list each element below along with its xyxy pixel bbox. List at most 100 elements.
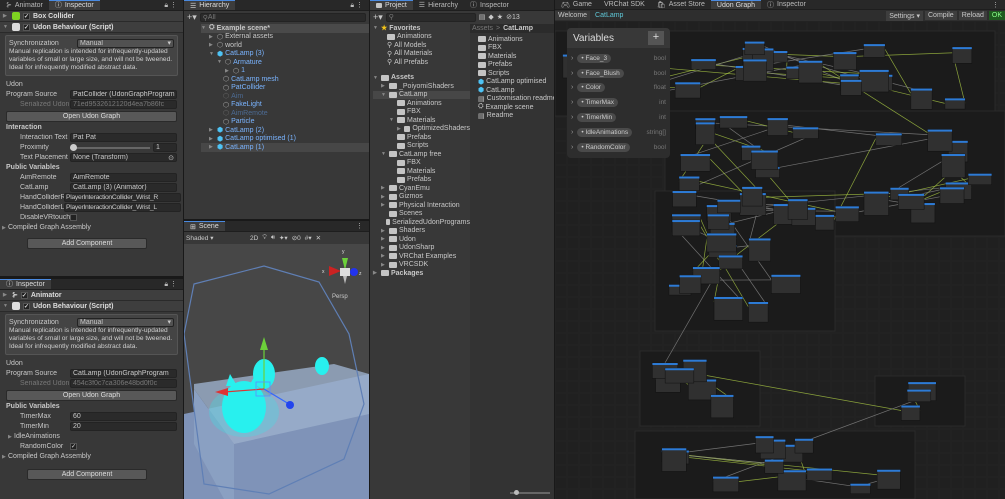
favorite-item[interactable]: ⚲ All Models (387, 41, 427, 50)
project-asset[interactable]: ▤ Readme (478, 112, 514, 120)
tab-asset-store[interactable]: 🛍︎ Asset Store (656, 1, 705, 9)
add-component-button-2[interactable]: Add Component (27, 468, 147, 480)
hand-collider-l-field[interactable]: PlayerInteractionCollider_Wrist_L (64, 203, 181, 213)
icon-size-slider[interactable] (510, 490, 550, 495)
hierarchy-item[interactable]: ▶ ⬡ External assets (209, 33, 273, 41)
hand-collider-r-field[interactable]: PlayerInteractionCollider_Wrist_R (64, 193, 181, 203)
timer-max-input[interactable]: 60 (70, 412, 177, 422)
welcome-tab[interactable]: Welcome (555, 11, 591, 20)
hierarchy-item[interactable]: ⬡ Aim (223, 92, 244, 101)
variable-row[interactable]: › • TimerMax int (567, 95, 670, 110)
packages-folder[interactable]: ▶ Packages (373, 269, 424, 277)
project-folder[interactable]: Prefabs (373, 133, 470, 142)
reload-button[interactable]: Reload (958, 11, 987, 20)
filter-label-icon[interactable]: ◆ (488, 14, 494, 21)
timer-min-input[interactable]: 20 (70, 422, 177, 432)
favorite-item[interactable]: ⚲ All Prefabs (387, 58, 428, 67)
cat-lamp-field[interactable]: CatLamp (3) (Animator) (70, 183, 177, 193)
variable-row[interactable]: › • Face_Blush bool (567, 66, 670, 81)
hierarchy-item[interactable]: ⬡ FakeLight (223, 101, 262, 109)
lock-icon[interactable]: 🔒︎ ⋮ (164, 280, 177, 288)
udon-behaviour-header-2[interactable]: ▼ ✓ Udon Behaviour (Script) (0, 301, 183, 312)
project-search-input[interactable]: ⚲ (385, 12, 476, 22)
favorite-star-icon[interactable]: ★ (496, 14, 504, 21)
project-asset[interactable]: ⬢ CatLamp optimised (478, 78, 547, 86)
hierarchy-item[interactable]: ▼ ⬡ Armature (217, 58, 262, 67)
project-folder[interactable]: Scripts (373, 142, 470, 151)
project-asset[interactable]: Scripts (478, 69, 554, 78)
add-component-button[interactable]: Add Component (27, 237, 147, 249)
create-button[interactable]: +▾ (373, 11, 383, 22)
project-asset[interactable]: Animations (478, 35, 554, 44)
project-folder[interactable]: ▶ Physical Interaction (381, 201, 460, 209)
audio-toggle-icon[interactable]: 🔊︎ (270, 234, 275, 241)
proximity-input[interactable]: 1 (153, 143, 177, 153)
graph-name-tab[interactable]: CatLamp (595, 12, 624, 19)
tab-scene[interactable]: ⊞ Scene (184, 221, 225, 231)
tools-icon[interactable]: ✕ (315, 235, 322, 242)
program-source-field-2[interactable]: CatLamp (UdonGraphProgram (70, 369, 177, 379)
project-folder[interactable]: FBX (373, 159, 470, 168)
project-folder[interactable]: ▼ CatLamp free (381, 150, 442, 158)
project-folder[interactable]: Materials (373, 167, 470, 176)
hierarchy-item[interactable]: ▼ ⬢ CatLamp (3) (209, 50, 265, 58)
proximity-slider[interactable] (70, 143, 150, 151)
scene-root[interactable]: ▼ ⛭ Example scene* (201, 24, 369, 33)
shading-mode-dropdown[interactable]: Shaded ▾ (186, 235, 214, 242)
hierarchy-item[interactable]: ▶ ⬢ CatLamp (2) (209, 126, 265, 135)
project-folder[interactable]: SerializedUdonPrograms (373, 218, 470, 227)
hierarchy-item[interactable]: ⬡ CatLamp mesh (223, 75, 279, 84)
animator-header[interactable]: ▶ ⊱ ✓ Animator (0, 290, 183, 301)
breadcrumb-catlamp[interactable]: CatLamp (503, 25, 534, 32)
grid-icon[interactable]: #▾ (304, 235, 312, 242)
project-asset[interactable]: Prefabs (478, 61, 554, 70)
synchronization-dropdown-2[interactable]: Manual ▾ (77, 317, 174, 327)
2d-toggle[interactable]: 2D (250, 234, 259, 242)
variable-row[interactable]: › • Color float (567, 81, 670, 96)
favorite-item[interactable]: ⚲ All Materials (387, 50, 433, 58)
project-folder[interactable]: ▼ CatLamp (373, 90, 470, 99)
random-color-checkbox[interactable]: ✓ (70, 443, 77, 451)
hidden-packages-toggle[interactable]: ⊘13 (506, 14, 520, 21)
open-udon-graph-button[interactable]: Open Udon Graph (6, 110, 177, 122)
assets-folder[interactable]: ▼ Assets (373, 74, 414, 82)
hierarchy-item[interactable]: ▶ ⬡ world (209, 41, 242, 50)
box-collider-header[interactable]: ▶ ✓ Box Collider (0, 11, 183, 22)
breadcrumb-assets[interactable]: Assets (472, 25, 494, 32)
project-folder[interactable]: ▶ UdonSharp (381, 244, 435, 252)
aim-remote-field[interactable]: AimRemote (70, 173, 177, 183)
disable-vr-touch-checkbox[interactable] (70, 214, 77, 222)
project-folder[interactable]: ▶ VRCSDK (381, 261, 429, 269)
variable-row[interactable]: › • TimerMin int (567, 110, 670, 125)
project-folder[interactable]: ▶ OptimizedShaders (397, 125, 470, 133)
hierarchy-item[interactable]: ▶ ⬢ CatLamp optimised (1) (209, 135, 296, 143)
project-folder[interactable]: ▶ Shaders (381, 227, 426, 235)
settings-dropdown[interactable]: Settings ▾ (886, 10, 923, 21)
project-folder[interactable]: ▶ Gizmos (381, 193, 423, 201)
project-asset[interactable]: Materials (478, 52, 554, 61)
udon-enabled-checkbox-2[interactable]: ✓ (23, 302, 30, 310)
variable-row[interactable]: › • RandomColor bool (567, 140, 670, 155)
idle-animations-foldout[interactable]: ▶ IdleAnimations (8, 433, 60, 441)
favorite-item[interactable]: Animations (373, 33, 470, 42)
project-folder[interactable]: ▼ Materials (389, 116, 436, 124)
tab-inspector-3[interactable]: ⓘ Inspector (470, 1, 509, 10)
project-folder[interactable]: Animations (373, 99, 470, 108)
add-variable-button[interactable]: + (648, 31, 664, 45)
tab-game[interactable]: 🎮︎ Game (561, 1, 592, 9)
project-folder[interactable]: Scenes (373, 210, 470, 219)
compile-button[interactable]: Compile (925, 11, 957, 20)
project-folder[interactable]: ▶ VRChat Examples (381, 252, 457, 260)
hierarchy-item[interactable]: ⬡ AimRemote (223, 109, 268, 118)
hierarchy-item[interactable]: ⬡ PatCollider (223, 84, 266, 92)
project-asset[interactable]: ▤ Customisation readme (478, 95, 554, 103)
scene-viewport[interactable]: y x z Persp (184, 244, 369, 499)
interaction-text-input[interactable]: Pat Pat (70, 133, 177, 143)
project-folder[interactable]: ▶ CyanEmu (381, 184, 430, 192)
box-collider-enabled-checkbox[interactable]: ✓ (23, 12, 30, 20)
program-source-field[interactable]: PatCollider (UdonGraphProgram (70, 90, 177, 100)
project-folder[interactable]: ▶ Udon (381, 235, 416, 243)
hierarchy-item[interactable]: ⬡ Particle (223, 118, 255, 126)
hierarchy-item[interactable]: ▶ ⬡ 1 (225, 67, 246, 75)
tab-project[interactable]: Project (370, 0, 413, 10)
